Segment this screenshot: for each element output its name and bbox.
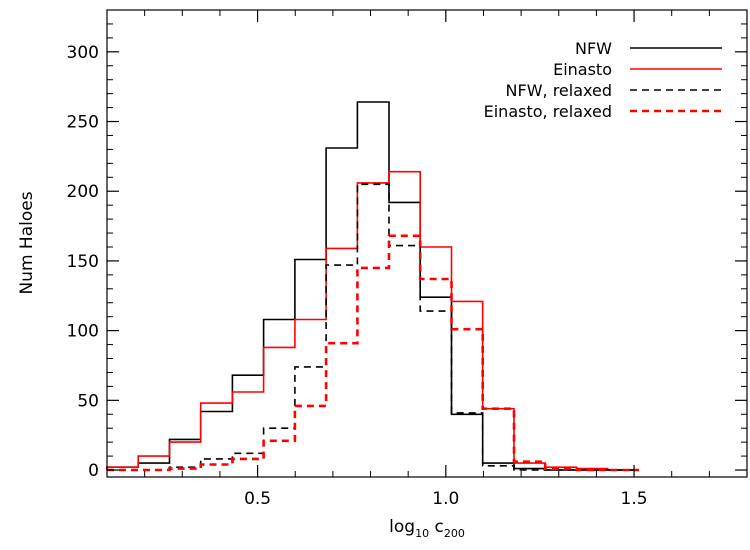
legend-label-einasto-relaxed: Einasto, relaxed [484,102,612,121]
x-tick-label: 0.5 [244,489,271,509]
y-tick-label: 100 [67,322,99,342]
legend-item-einasto-relaxed: Einasto, relaxed [484,102,722,121]
legend-item-nfw: NFW [575,39,722,58]
x-tick-label: 1.0 [432,489,459,509]
x-axis-label-var: c [429,517,444,537]
x-axis-label-base: log [389,517,415,537]
y-tick-label: 300 [67,43,99,63]
y-axis-label: Num Haloes [17,191,37,294]
axis-ticks [107,10,747,477]
legend-item-nfw-relaxed: NFW, relaxed [506,81,722,100]
y-tick-label: 200 [67,182,99,202]
series-line-nfw [107,102,639,470]
y-tick-label: 50 [77,391,99,411]
legend-label-nfw: NFW [575,39,612,58]
x-axis-label-var-sub: 200 [444,527,465,540]
y-tick-label: 250 [67,113,99,133]
legend-label-einasto: Einasto [553,60,612,79]
x-tick-label: 1.5 [621,489,648,509]
legend: NFW Einasto NFW, relaxed Einasto, relaxed [484,39,722,121]
series-einasto-relaxed [107,236,639,470]
series-layer [107,102,639,470]
y-tick-label: 150 [67,252,99,272]
x-axis-label-base-sub: 10 [415,527,429,540]
y-tick-label: 0 [88,461,99,481]
x-axis-label: log10 c200 [389,517,465,540]
series-line-einasto-relaxed [107,236,639,470]
legend-label-nfw-relaxed: NFW, relaxed [506,81,612,100]
series-nfw-relaxed [107,184,639,470]
legend-item-einasto: Einasto [553,60,722,79]
series-line-einasto [107,172,639,470]
series-line-nfw-relaxed [107,184,639,470]
series-einasto [107,172,639,470]
series-nfw [107,102,639,470]
plot-frame [107,10,747,477]
